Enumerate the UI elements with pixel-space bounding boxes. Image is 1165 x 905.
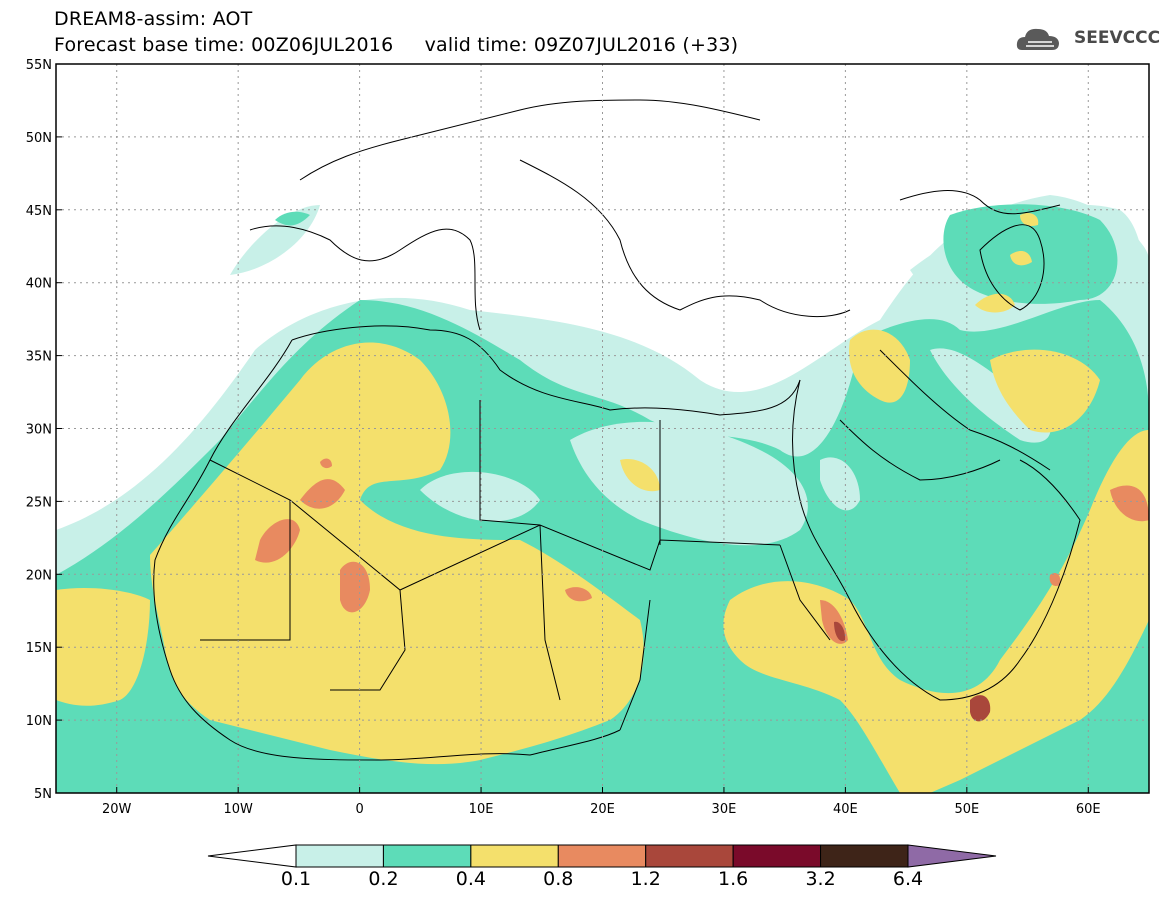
lon-tick-label: 20E [590,802,615,817]
lon-tick-label: 30E [712,802,737,817]
lat-tick-label: 30N [26,423,52,438]
lat-tick-label: 55N [26,58,52,73]
valid-time: valid time: 09Z07JUL2016 (+33) [424,34,739,56]
logo-text: SEEVCCC [1074,28,1161,48]
coastlines [153,99,1081,761]
lon-tick-label: 10W [223,802,253,817]
lat-tick-label: 20N [26,568,52,583]
lon-tick-label: 50E [954,802,979,817]
lon-tick-label: 60E [1076,802,1101,817]
time-info: Forecast base time: 00Z06JUL2016 valid t… [54,34,738,56]
aot-level-3 [56,213,1149,793]
colorbar-label: 0.1 [280,868,312,890]
cloud-icon [1016,28,1059,50]
lat-tick-label: 45N [26,204,52,219]
colorbar-label: 6.4 [892,868,924,890]
lat-tick-label: 5N [34,787,52,802]
product-title: DREAM8-assim: AOT [54,8,253,30]
lat-tick-label: 25N [26,495,52,510]
colorbar-label: 1.2 [630,868,661,890]
map-grid [56,64,1149,793]
lon-tick-label: 0 [355,802,363,817]
colorbar-label: 0.4 [455,868,486,890]
lon-tick-label: 40E [833,802,858,817]
lon-axis: 20W 10W 0 10E 20E 30E 40E 50E 60E [102,787,1101,817]
lon-tick-label: 10E [469,802,494,817]
lon-tick-label: 20W [102,802,132,817]
lat-tick-label: 10N [26,714,52,729]
colorbar-label: 1.6 [718,868,749,890]
lat-axis: 55N 50N 45N 40N 35N 30N 25N 20N 15N 10N 5N [26,58,62,802]
colorbar-label: 0.8 [543,868,574,890]
lat-tick-label: 40N [26,277,52,292]
colorbar-label: 0.2 [368,868,399,890]
lat-tick-label: 35N [26,350,52,365]
lat-tick-label: 50N [26,131,52,146]
lat-tick-label: 15N [26,641,52,656]
colorbar-label: 3.2 [805,868,836,890]
aot-level-5 [834,621,991,722]
base-time: Forecast base time: 00Z06JUL2016 [54,34,394,56]
